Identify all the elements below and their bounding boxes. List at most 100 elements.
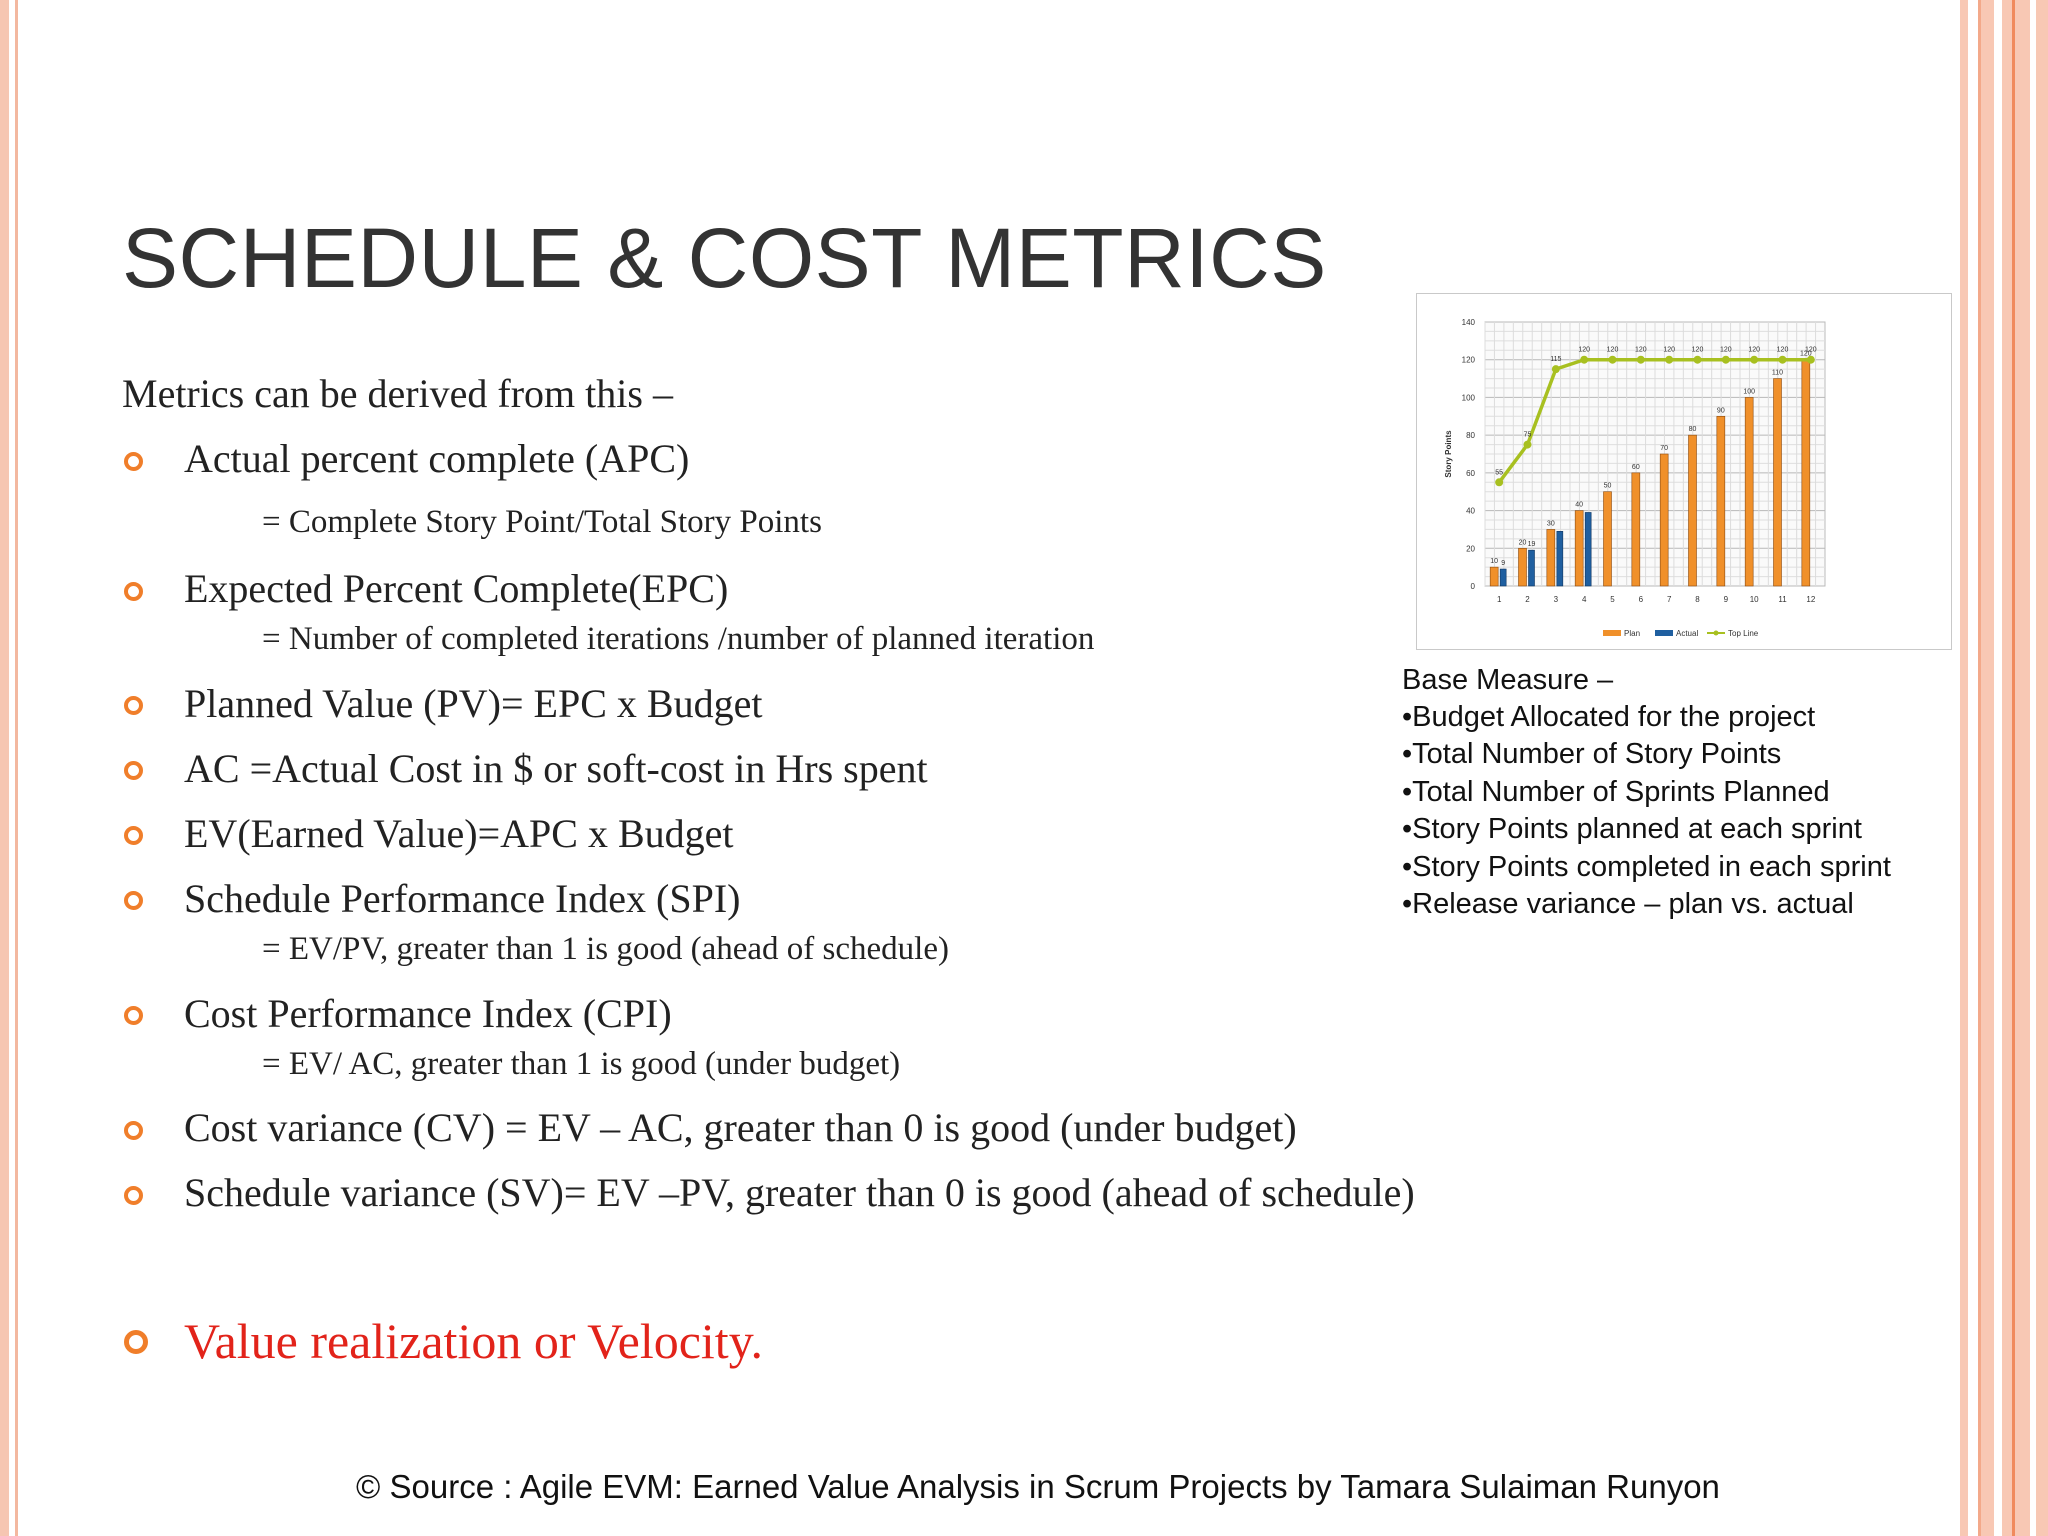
bullet-ac: AC =Actual Cost in $ or soft-cost in Hrs… [184, 746, 928, 791]
bullet-icon [124, 582, 143, 601]
top-line-point [1551, 365, 1560, 374]
bullet-icon [124, 1330, 148, 1354]
sub-cpi: = EV/ AC, greater than 1 is good (under … [262, 1046, 901, 1082]
left-border-gap [9, 0, 15, 1536]
x-tick-label: 7 [1667, 595, 1672, 604]
right-border-gap [1994, 0, 2002, 1536]
plan-bar-label: 20 [1519, 539, 1527, 546]
bullet-icon [124, 761, 143, 780]
y-tick-label: 100 [1462, 393, 1476, 402]
top-line-point [1665, 355, 1674, 364]
x-tick-label: 4 [1582, 595, 1587, 604]
top-line-point [1693, 355, 1702, 364]
y-tick-label: 0 [1471, 582, 1476, 591]
bullet-icon [124, 891, 143, 910]
plan-bar [1716, 415, 1726, 587]
x-tick-label: 12 [1806, 595, 1815, 604]
base-measure-item: •Story Points planned at each sprint [1402, 813, 1862, 845]
actual-bar-label: 9 [1501, 560, 1505, 567]
base-measure-item: •Total Number of Sprints Planned [1402, 776, 1830, 808]
bullet-icon [124, 696, 143, 715]
legend-swatch [1603, 630, 1621, 636]
plan-bar [1688, 434, 1697, 587]
top-line-point [1580, 355, 1589, 364]
x-tick-label: 11 [1778, 595, 1787, 604]
legend-label: Actual [1676, 629, 1698, 638]
y-tick-label: 140 [1462, 318, 1476, 327]
top-line-point [1608, 355, 1617, 364]
top-line-label: 120 [1777, 347, 1789, 354]
top-line-series [1497, 357, 1811, 484]
base-measure-heading: Base Measure – [1402, 664, 1614, 696]
top-line-label: 120 [1607, 347, 1619, 354]
base-measure-item: •Budget Allocated for the project [1402, 701, 1816, 733]
y-tick-label: 120 [1462, 356, 1476, 365]
bullet-icon [124, 826, 143, 845]
plan-bar [1518, 547, 1527, 587]
bullet-cpi: Cost Performance Index (CPI) [184, 991, 672, 1036]
plan-bar [1631, 472, 1641, 587]
legend-label: Top Line [1728, 629, 1759, 638]
bullet-spi: Schedule Performance Index (SPI) [184, 876, 741, 921]
top-line-point [1721, 355, 1730, 364]
top-line-point [1636, 355, 1645, 364]
legend-swatch [1655, 630, 1673, 636]
plan-bar [1574, 510, 1584, 587]
actual-bar-label: 19 [1528, 541, 1536, 548]
plan-bar [1801, 359, 1811, 587]
plan-bar-label: 30 [1547, 520, 1555, 527]
bullet-sv: Schedule variance (SV)= EV –PV, greater … [184, 1170, 1415, 1215]
top-line-point [1806, 355, 1815, 364]
top-line-label: 120 [1635, 347, 1647, 354]
top-line-point [1778, 355, 1787, 364]
legend-label: Plan [1624, 629, 1640, 638]
actual-bar [1556, 531, 1564, 587]
plan-bar [1489, 566, 1499, 587]
plan-bar-label: 110 [1772, 370, 1783, 377]
plan-bar [1744, 397, 1754, 587]
top-line-label: 120 [1720, 347, 1732, 354]
top-line-point [1523, 440, 1532, 449]
y-tick-label: 60 [1466, 469, 1475, 478]
bullet-pv: Planned Value (PV)= EPC x Budget [184, 681, 763, 726]
sub-epc: = Number of completed iterations /number… [262, 621, 1095, 657]
bullet-icon [124, 452, 143, 471]
x-tick-label: 10 [1750, 595, 1759, 604]
top-line-label: 120 [1578, 347, 1590, 354]
slide-title: SCHEDULE & COST METRICS [122, 211, 1327, 305]
legend-swatch-top-line-marker [1713, 630, 1719, 636]
actual-bar [1528, 549, 1535, 587]
plan-bar [1659, 453, 1669, 587]
x-tick-label: 2 [1525, 595, 1530, 604]
y-tick-label: 20 [1466, 544, 1475, 553]
plan-bar [1603, 491, 1612, 587]
y-axis-label: Story Points [1444, 430, 1453, 478]
velocity-chart: 0 20 40 60 80 100 120 140 Story Points 1 2 3 4 5 6 7 8 9 1… [1416, 293, 1952, 650]
top-line-label: 55 [1495, 469, 1503, 476]
plan-bar-label: 120 [1800, 351, 1812, 358]
bullet-cv: Cost variance (CV) = EV – AC, greater th… [184, 1105, 1297, 1150]
bullet-icon [124, 1186, 143, 1205]
right-border-line [1978, 0, 1981, 1536]
left-border-line [15, 0, 18, 1536]
source-footer: © Source : Agile EVM: Earned Value Analy… [356, 1468, 1720, 1505]
top-line-point [1495, 478, 1504, 487]
sub-apc: = Complete Story Point/Total Story Point… [262, 504, 822, 540]
plan-bar [1773, 378, 1782, 587]
x-tick-label: 3 [1554, 595, 1559, 604]
top-line-label: 115 [1550, 356, 1561, 363]
plan-bar-label: 90 [1717, 407, 1725, 414]
bullet-ev: EV(Earned Value)=APC x Budget [184, 811, 734, 856]
top-line-label: 120 [1805, 347, 1817, 354]
top-line-label: 75 [1524, 432, 1532, 439]
plan-bar-label: 70 [1660, 445, 1668, 452]
actual-bar [1499, 568, 1507, 587]
sub-spi: = EV/PV, greater than 1 is good (ahead o… [262, 931, 949, 967]
plan-bar [1546, 529, 1556, 587]
top-line-label: 120 [1748, 347, 1760, 354]
bullet-icon [124, 1121, 143, 1140]
bullet-epc: Expected Percent Complete(EPC) [184, 566, 729, 611]
top-line-label: 120 [1663, 347, 1675, 354]
bullet-icon [124, 1006, 143, 1025]
